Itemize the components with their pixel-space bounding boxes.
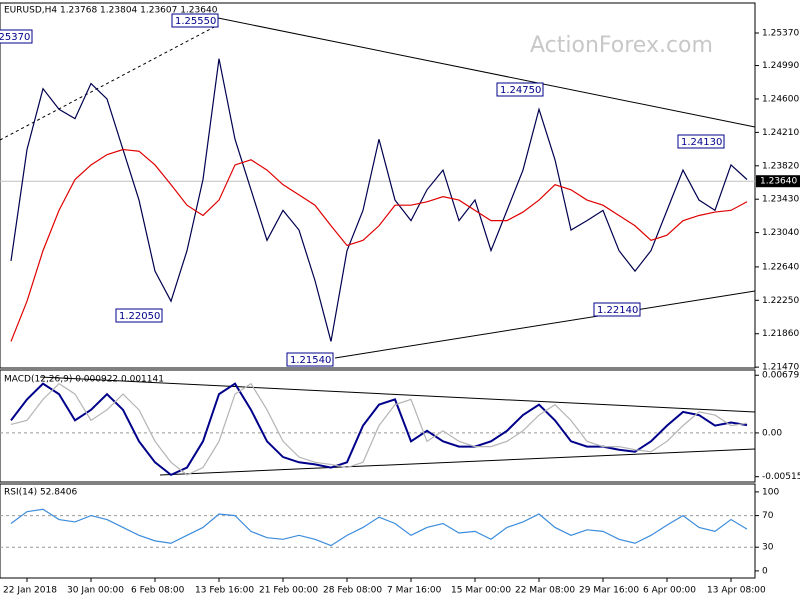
x-tick-label: 6 Feb 08:00	[131, 586, 185, 596]
price-annotation: 1.24130	[681, 137, 722, 148]
price-annotation: 1.24750	[500, 85, 541, 96]
price-annotation-box	[496, 82, 544, 97]
price-annotation: 1.25370	[0, 32, 30, 43]
series-line	[10, 382, 748, 476]
y-tick-label: 1.22640	[762, 262, 799, 272]
chart-title: EURUSD,H4 1.23768 1.23804 1.23607 1.2364…	[4, 6, 218, 16]
last-price-tag	[756, 175, 800, 188]
x-tick-label: 21 Feb 00:00	[259, 586, 318, 596]
x-tick-label: 30 Jan 00:00	[67, 586, 124, 596]
price-annotation: 1.22050	[119, 311, 160, 322]
panel-frame	[0, 483, 756, 579]
panel-frame	[0, 2, 756, 369]
series-line	[10, 148, 748, 342]
y-tick-label: 1.25370	[762, 28, 799, 38]
y-tick-label: 0	[762, 566, 768, 576]
y-tick-label: 1.21470	[762, 363, 799, 373]
trend-line	[0, 24, 219, 141]
x-tick-label: 7 Mar 16:00	[387, 586, 442, 596]
x-tick-label: 29 Mar 16:00	[579, 586, 639, 596]
watermark: ActionForex.com	[530, 33, 713, 58]
y-tick-label: 30	[762, 543, 774, 553]
price-annotation-box	[677, 134, 725, 149]
series-line	[10, 58, 748, 342]
y-tick-label: 1.24210	[762, 128, 799, 138]
x-tick-label: 22 Jan 2018	[3, 586, 57, 596]
y-tick-label: -0.005154	[762, 472, 800, 482]
y-tick-label: 100	[762, 487, 779, 497]
price-annotation-box	[171, 13, 219, 28]
y-tick-label: 0.00	[762, 428, 782, 438]
y-tick-label: 1.23040	[762, 228, 799, 238]
x-tick-label: 28 Feb 08:00	[323, 586, 382, 596]
x-tick-label: 15 Mar 00:00	[451, 586, 511, 596]
macd-title: MACD(12,26,9) 0.000922 0.001141	[4, 375, 164, 385]
y-tick-label: 1.24600	[762, 94, 799, 104]
series-line	[10, 382, 748, 477]
last-price-label: 1.23640	[760, 177, 797, 187]
trend-line	[217, 17, 756, 128]
y-tick-label: 1.24990	[762, 61, 799, 71]
x-tick-label: 13 Apr 08:00	[707, 586, 766, 596]
trend-line	[159, 448, 756, 476]
price-annotation: 1.25550	[175, 16, 216, 27]
price-annotation: 1.21540	[290, 355, 331, 366]
x-tick-label: 13 Feb 16:00	[195, 586, 254, 596]
panel-frame	[0, 369, 756, 483]
trend-line	[39, 376, 756, 413]
y-tick-label: 70	[762, 511, 774, 521]
price-annotation-box	[286, 352, 334, 367]
y-tick-label: 1.21860	[762, 329, 799, 339]
x-tick-label: 6 Apr 00:00	[643, 586, 696, 596]
y-tick-label: 1.23430	[762, 195, 799, 205]
y-tick-label: 0.006792	[762, 371, 800, 381]
x-tick-label: 22 Mar 08:00	[515, 586, 575, 596]
price-annotation-box	[593, 302, 641, 317]
trend-line	[334, 290, 756, 359]
price-annotation-box	[115, 308, 163, 323]
series-line	[10, 508, 748, 547]
y-tick-label: 1.22250	[762, 296, 799, 306]
price-annotation-box	[0, 29, 33, 44]
y-tick-label: 1.23820	[762, 161, 799, 171]
price-annotation: 1.22140	[597, 305, 638, 316]
rsi-title: RSI(14) 52.8406	[4, 488, 77, 498]
